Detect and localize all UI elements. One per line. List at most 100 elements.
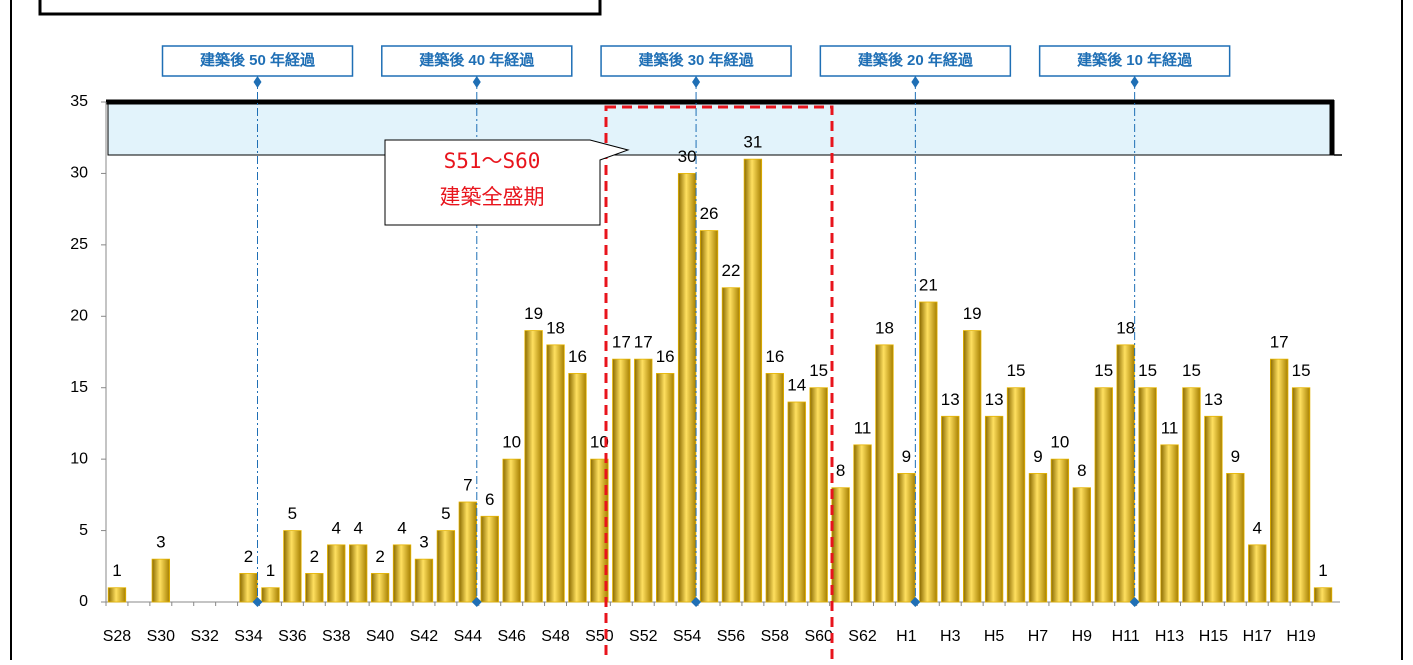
value-label: 16 xyxy=(568,347,587,366)
value-label: 21 xyxy=(919,275,938,294)
annotation-text: 建築後 20 年経過 xyxy=(858,51,974,69)
value-label: 30 xyxy=(678,147,697,166)
value-label: 1 xyxy=(112,561,121,580)
annotation-marker xyxy=(1130,76,1139,88)
bar xyxy=(524,330,543,603)
y-tick-label: 25 xyxy=(70,236,88,253)
x-tick-label: S48 xyxy=(541,628,570,645)
y-tick-label: 10 xyxy=(70,450,88,467)
x-tick-label: S56 xyxy=(717,628,746,645)
value-label: 10 xyxy=(502,433,521,452)
value-label: 4 xyxy=(1253,518,1262,537)
x-tick-label: S44 xyxy=(454,628,483,645)
bar xyxy=(283,530,302,603)
annotation-text: 建築後 40 年経過 xyxy=(419,51,535,69)
annotation-text: 建築後 10 年経過 xyxy=(1077,51,1193,69)
value-label: 10 xyxy=(590,433,609,452)
bar xyxy=(1182,387,1201,603)
x-tick-label: S50 xyxy=(585,628,614,645)
annotation-marker xyxy=(691,597,702,607)
x-tick-label: H7 xyxy=(1028,628,1049,645)
annotation-box xyxy=(381,45,573,77)
highlight-band xyxy=(107,102,1335,156)
x-tick-label: H19 xyxy=(1286,628,1315,645)
annotation-text: 建築後 30 年経過 xyxy=(639,51,755,69)
bar xyxy=(151,558,170,603)
bar xyxy=(853,444,872,603)
callout-box xyxy=(384,139,630,226)
value-label: 19 xyxy=(524,304,543,323)
value-label: 15 xyxy=(1138,361,1157,380)
x-tick-label: S34 xyxy=(234,628,263,645)
bar xyxy=(261,587,280,603)
bar xyxy=(1050,458,1070,603)
bar xyxy=(107,587,127,603)
value-label: 13 xyxy=(1204,390,1223,409)
annotation-marker xyxy=(252,597,263,607)
bar xyxy=(1006,387,1026,603)
annotation-box xyxy=(161,45,354,77)
value-label: 17 xyxy=(612,333,631,352)
bar xyxy=(349,544,368,603)
bar xyxy=(721,287,741,603)
bar xyxy=(919,301,938,603)
x-tick-label: S62 xyxy=(848,628,877,645)
x-tick-label: H17 xyxy=(1243,628,1272,645)
bar xyxy=(984,415,1004,603)
x-tick-label: S38 xyxy=(322,628,351,645)
value-label: 18 xyxy=(1116,318,1135,337)
bar xyxy=(1291,387,1311,603)
annotation-marker xyxy=(910,597,921,607)
bar xyxy=(677,173,697,603)
value-label: 14 xyxy=(787,375,806,394)
bar xyxy=(787,401,806,603)
bar xyxy=(612,358,631,603)
x-tick-label: S32 xyxy=(190,628,219,645)
callout-text: 建築全盛期 xyxy=(440,185,545,209)
value-label: 2 xyxy=(244,547,253,566)
value-label: 9 xyxy=(902,447,911,466)
bar xyxy=(546,344,565,603)
bar xyxy=(656,373,675,603)
x-tick-label: H11 xyxy=(1112,628,1140,645)
value-label: 4 xyxy=(397,518,406,537)
value-label: 16 xyxy=(765,347,784,366)
x-tick-label: S46 xyxy=(497,628,526,645)
bar xyxy=(458,501,477,603)
bar xyxy=(743,158,763,603)
x-tick-label: H13 xyxy=(1155,628,1184,645)
annotation-box xyxy=(1038,45,1231,77)
value-label: 8 xyxy=(1077,461,1086,480)
x-tick-label: H3 xyxy=(940,628,961,645)
value-label: 17 xyxy=(634,333,653,352)
value-label: 15 xyxy=(1007,361,1026,380)
bar xyxy=(963,330,982,603)
bar xyxy=(305,573,324,603)
annotation-marker xyxy=(692,76,701,88)
bar xyxy=(634,358,653,603)
value-label: 3 xyxy=(156,533,165,552)
y-tick-label: 0 xyxy=(79,593,88,610)
value-label: 15 xyxy=(1182,361,1201,380)
bar xyxy=(699,230,719,603)
x-tick-label: H15 xyxy=(1199,628,1228,645)
bar xyxy=(809,387,828,603)
bar xyxy=(875,344,894,603)
value-label: 9 xyxy=(1231,447,1240,466)
bar xyxy=(392,544,412,603)
value-label: 3 xyxy=(419,533,428,552)
bar xyxy=(765,373,784,603)
annotation-box xyxy=(819,45,1012,77)
bar xyxy=(1226,473,1245,603)
x-tick-label: S42 xyxy=(410,628,439,645)
bar xyxy=(1160,444,1179,603)
value-label: 5 xyxy=(441,504,450,523)
bar xyxy=(1094,387,1113,603)
bar xyxy=(831,487,850,603)
y-tick-label: 35 xyxy=(70,93,88,110)
value-label: 16 xyxy=(656,347,675,366)
value-label: 15 xyxy=(809,361,828,380)
value-label: 7 xyxy=(463,475,472,494)
bar xyxy=(239,573,258,603)
annotation-marker xyxy=(911,76,920,88)
